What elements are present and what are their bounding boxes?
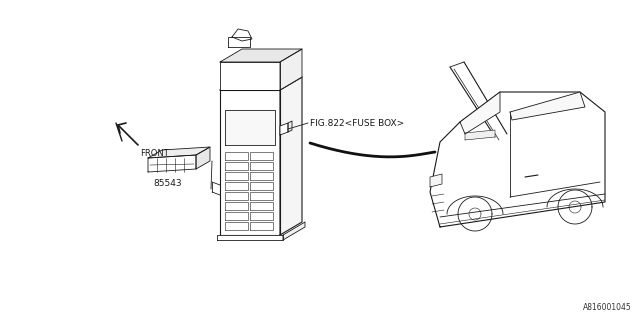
Polygon shape [220, 77, 302, 90]
Polygon shape [460, 92, 500, 134]
Polygon shape [250, 172, 273, 180]
Polygon shape [225, 212, 248, 220]
Polygon shape [225, 110, 275, 145]
Polygon shape [225, 192, 248, 200]
Polygon shape [288, 121, 292, 132]
Polygon shape [148, 147, 210, 158]
Polygon shape [220, 62, 280, 90]
Polygon shape [280, 123, 288, 135]
Polygon shape [220, 90, 280, 235]
Polygon shape [250, 192, 273, 200]
Polygon shape [225, 182, 248, 190]
Polygon shape [250, 182, 273, 190]
Polygon shape [225, 202, 248, 210]
Polygon shape [430, 92, 605, 227]
Polygon shape [280, 49, 302, 90]
Polygon shape [232, 29, 252, 41]
Text: FRONT: FRONT [140, 149, 169, 158]
Polygon shape [217, 235, 283, 240]
Polygon shape [250, 212, 273, 220]
Polygon shape [283, 222, 305, 240]
Polygon shape [250, 222, 273, 230]
Polygon shape [280, 77, 302, 235]
Polygon shape [510, 92, 585, 120]
Polygon shape [196, 147, 210, 169]
Text: A816001045: A816001045 [583, 303, 632, 312]
Polygon shape [465, 130, 495, 140]
Polygon shape [250, 162, 273, 170]
Polygon shape [250, 152, 273, 160]
Polygon shape [225, 222, 248, 230]
Polygon shape [225, 172, 248, 180]
Polygon shape [220, 49, 302, 62]
Polygon shape [225, 162, 248, 170]
Polygon shape [430, 174, 442, 187]
Polygon shape [225, 152, 248, 160]
Polygon shape [148, 155, 196, 172]
Text: FIG.822<FUSE BOX>: FIG.822<FUSE BOX> [310, 118, 404, 127]
Polygon shape [228, 37, 250, 47]
Polygon shape [250, 202, 273, 210]
Text: 85543: 85543 [153, 179, 182, 188]
